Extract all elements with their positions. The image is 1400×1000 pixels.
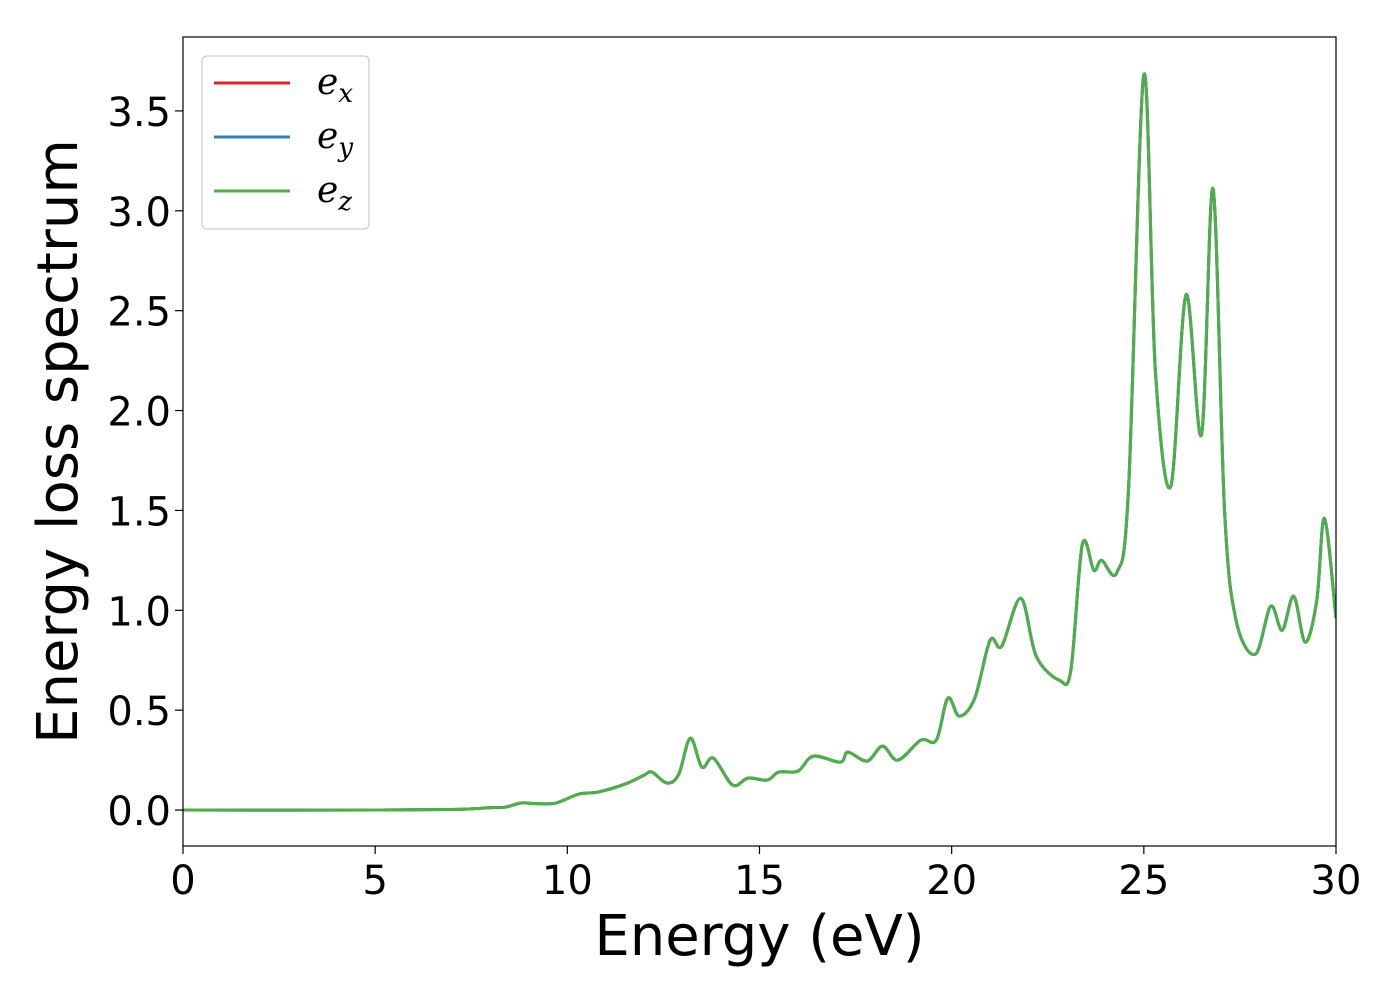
y-tick-label: 2.5 (107, 290, 171, 336)
x-tick-label: 25 (1118, 858, 1169, 904)
series-layer (183, 72, 1336, 812)
x-tick-label: 30 (1311, 858, 1362, 904)
y-tick-label: 1.0 (107, 589, 171, 635)
x-axis-label: Energy (eV) (594, 904, 924, 969)
y-tick-label: 2.0 (107, 390, 171, 436)
x-tick-label: 20 (926, 858, 977, 904)
y-tick-label: 1.5 (107, 489, 171, 535)
x-tick-label: 10 (542, 858, 593, 904)
x-tick-label: 5 (362, 858, 387, 904)
x-tick-label: 0 (170, 858, 195, 904)
y-axis-label: Energy loss spectrum (26, 139, 91, 744)
series-line-z (183, 72, 1336, 812)
y-tick-label: 0.0 (107, 789, 171, 835)
legend-label-subscript: x (338, 79, 353, 109)
legend-label-subscript: y (337, 133, 353, 163)
y-tick-label: 0.5 (107, 689, 171, 735)
y-axis: 0.0 0.5 1.0 1.5 2.0 2.5 3.0 3.5 (107, 90, 183, 835)
legend-frame (201, 55, 370, 230)
legend-label-subscript: z (337, 187, 352, 217)
y-tick-label: 3.0 (107, 190, 171, 236)
x-axis: 0 5 10 15 20 25 30 (170, 846, 1361, 904)
y-tick-label: 3.5 (107, 90, 171, 136)
x-tick-label: 15 (734, 858, 785, 904)
